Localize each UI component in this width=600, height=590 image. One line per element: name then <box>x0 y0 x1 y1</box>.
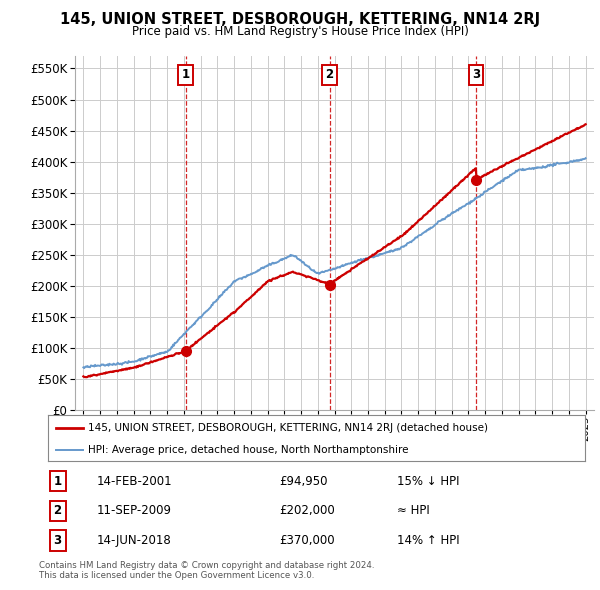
Text: 1: 1 <box>53 474 62 487</box>
Text: 145, UNION STREET, DESBOROUGH, KETTERING, NN14 2RJ: 145, UNION STREET, DESBOROUGH, KETTERING… <box>60 12 540 27</box>
Text: 3: 3 <box>53 535 62 548</box>
Text: £202,000: £202,000 <box>279 504 335 517</box>
Text: 2: 2 <box>326 68 334 81</box>
Text: £94,950: £94,950 <box>279 474 328 487</box>
Text: 14-JUN-2018: 14-JUN-2018 <box>97 535 171 548</box>
Text: 1: 1 <box>182 68 190 81</box>
Text: 145, UNION STREET, DESBOROUGH, KETTERING, NN14 2RJ (detached house): 145, UNION STREET, DESBOROUGH, KETTERING… <box>88 423 488 433</box>
Text: This data is licensed under the Open Government Licence v3.0.: This data is licensed under the Open Gov… <box>39 571 314 579</box>
Text: Price paid vs. HM Land Registry's House Price Index (HPI): Price paid vs. HM Land Registry's House … <box>131 25 469 38</box>
Text: Contains HM Land Registry data © Crown copyright and database right 2024.: Contains HM Land Registry data © Crown c… <box>39 560 374 569</box>
Text: 14-FEB-2001: 14-FEB-2001 <box>97 474 172 487</box>
Text: HPI: Average price, detached house, North Northamptonshire: HPI: Average price, detached house, Nort… <box>88 445 409 455</box>
Text: 14% ↑ HPI: 14% ↑ HPI <box>397 535 460 548</box>
Text: ≈ HPI: ≈ HPI <box>397 504 430 517</box>
Text: 11-SEP-2009: 11-SEP-2009 <box>97 504 172 517</box>
Text: 15% ↓ HPI: 15% ↓ HPI <box>397 474 460 487</box>
Text: £370,000: £370,000 <box>279 535 335 548</box>
Text: 2: 2 <box>53 504 62 517</box>
Text: 3: 3 <box>472 68 480 81</box>
